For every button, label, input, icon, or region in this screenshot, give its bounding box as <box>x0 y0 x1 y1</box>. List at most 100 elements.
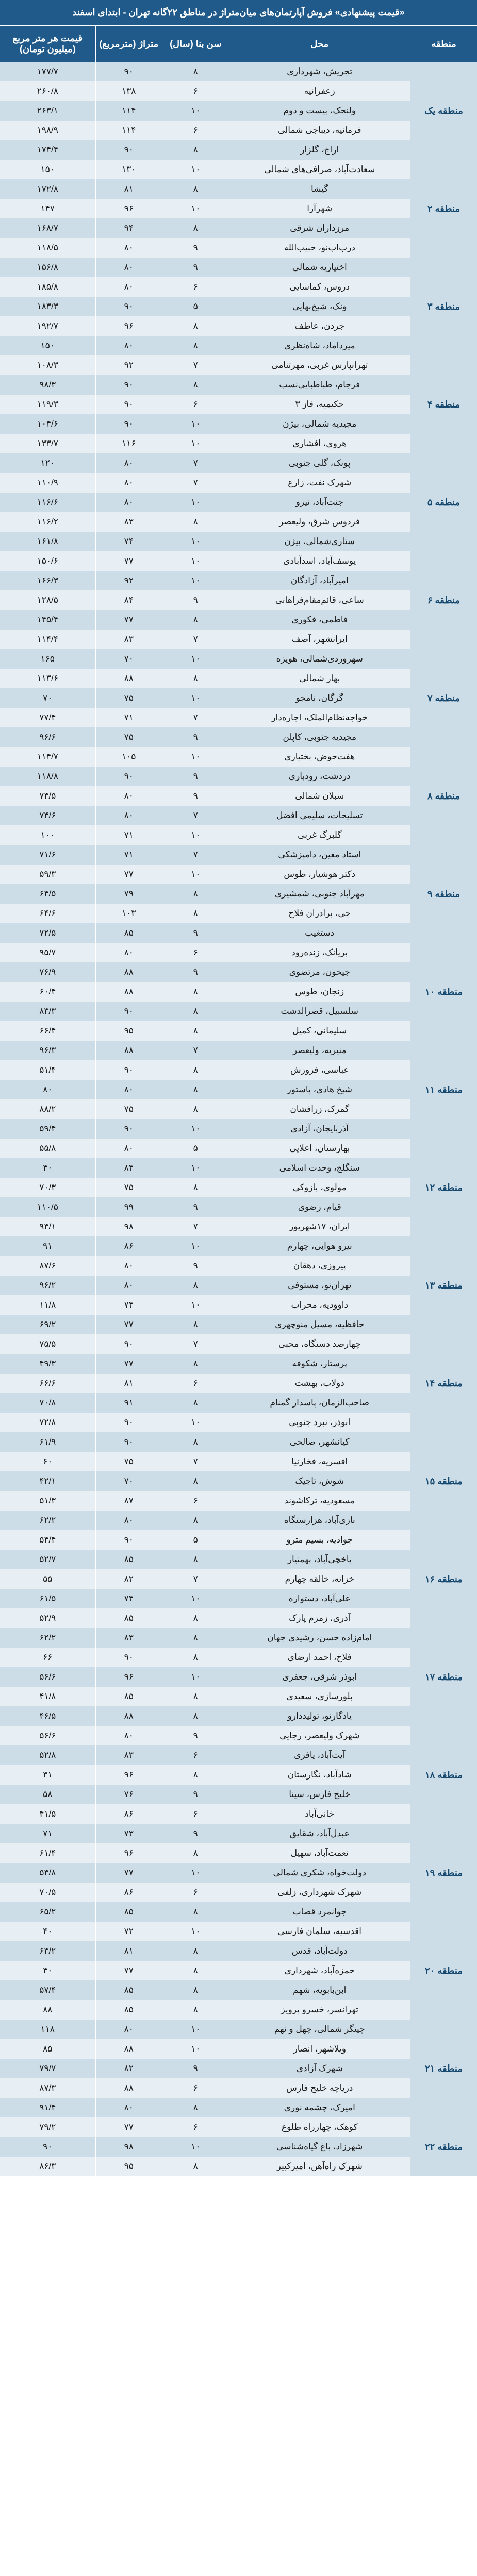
neighborhood-cell: جی، برادران فلاح <box>229 904 410 923</box>
neighborhood-cell: پرستار، شکوفه <box>229 1354 410 1374</box>
age-cell: ۷ <box>162 806 229 825</box>
neighborhood-cell: ونک، شیخ‌بهایی <box>229 297 410 316</box>
price-cell: ۱۳۳/۷ <box>0 434 95 453</box>
age-cell: ۸ <box>162 1002 229 1021</box>
region-cell: منطقه ۱۴ <box>410 1334 477 1432</box>
age-cell: ۸ <box>162 2157 229 2176</box>
price-cell: ۶۶ <box>0 1648 95 1667</box>
table-row: ایران، ۱۷شهریور۷۹۸۹۳/۱ <box>0 1217 477 1236</box>
price-cell: ۱۷۷/۷ <box>0 62 95 81</box>
region-cell: منطقه ۱۹ <box>410 1824 477 1922</box>
age-cell: ۸ <box>162 982 229 1002</box>
table-row: درب‌اب‌نو، حبیب‌الله۹۸۰۱۱۸/۵ <box>0 238 477 258</box>
age-cell: ۸ <box>162 1687 229 1706</box>
price-cell: ۱۲۸/۵ <box>0 590 95 610</box>
neighborhood-cell: پیروزی، دهقان <box>229 1256 410 1276</box>
neighborhood-cell: ایران، ۱۷شهریور <box>229 1217 410 1236</box>
price-cell: ۱۹۸/۹ <box>0 121 95 140</box>
col-neighborhood: محل <box>229 26 410 62</box>
age-cell: ۹ <box>162 1824 229 1843</box>
age-cell: ۷ <box>162 708 229 727</box>
neighborhood-cell: گمرک، زرافشان <box>229 1099 410 1119</box>
neighborhood-cell: ابن‌بابویه، شهم <box>229 1980 410 2000</box>
table-row: نازی‌آباد، هزارستگاه۸۸۰۶۲/۲ <box>0 1511 477 1530</box>
neighborhood-cell: علی‌آباد، دستواره <box>229 1589 410 1608</box>
table-row: تسلیحات، سلیمی افضل۷۸۰۷۴/۶ <box>0 806 477 825</box>
price-cell: ۸۸ <box>0 2000 95 2020</box>
neighborhood-cell: مرزداران شرقی <box>229 218 410 238</box>
area-cell: ۸۸ <box>95 982 162 1002</box>
neighborhood-cell: بلورسازی، سعیدی <box>229 1687 410 1706</box>
neighborhood-cell: بریانک، زنده‌رود <box>229 943 410 962</box>
neighborhood-cell: مجیدیه جنوبی، کاپلن <box>229 727 410 747</box>
neighborhood-cell: سلیمانی، کمیل <box>229 1021 410 1041</box>
neighborhood-cell: آیت‌آباد، یافری <box>229 1745 410 1765</box>
price-cell: ۹۱ <box>0 1236 95 1256</box>
neighborhood-cell: آذربایجان، آزادی <box>229 1119 410 1139</box>
area-cell: ۸۰ <box>95 2020 162 2039</box>
neighborhood-cell: استاد معین، دامپزشکی <box>229 845 410 865</box>
age-cell: ۱۰ <box>162 1863 229 1883</box>
price-cell: ۱۵۰ <box>0 160 95 179</box>
area-cell: ۷۶ <box>95 1785 162 1804</box>
region-cell: منطقه ۳ <box>410 258 477 355</box>
price-cell: ۵۶/۶ <box>0 1667 95 1687</box>
age-cell: ۶ <box>162 2078 229 2098</box>
price-cell: ۸۵ <box>0 2039 95 2059</box>
area-cell: ۷۳ <box>95 1824 162 1843</box>
age-cell: ۸ <box>162 1980 229 2000</box>
neighborhood-cell: شهرزاد، باغ گیاه‌شناسی <box>229 2137 410 2157</box>
price-cell: ۷۰/۵ <box>0 1883 95 1902</box>
area-cell: ۸۶ <box>95 1883 162 1902</box>
neighborhood-cell: جوانمرد قصاب <box>229 1902 410 1922</box>
price-cell: ۵۲/۹ <box>0 1608 95 1628</box>
area-cell: ۷۵ <box>95 1099 162 1119</box>
price-cell: ۴۶/۵ <box>0 1706 95 1726</box>
table-row: منطقه ۳اختیاریه شمالی۹۸۰۱۵۶/۸ <box>0 258 477 277</box>
table-row: شوش، تاجیک۸۷۰۴۲/۱ <box>0 1471 477 1491</box>
table-body: منطقه یکتجریش، شهرداری۸۹۰۱۷۷/۷زعفرانیه۶۱… <box>0 62 477 2176</box>
area-cell: ۸۵ <box>95 1980 162 2000</box>
area-cell: ۸۰ <box>95 258 162 277</box>
age-cell: ۱۰ <box>162 1413 229 1432</box>
table-row: شهرک شهرداری، زلفی۶۸۶۷۰/۵ <box>0 1883 477 1902</box>
table-row: خانی‌آباد۶۸۶۴۱/۵ <box>0 1804 477 1824</box>
price-cell: ۳۱ <box>0 1765 95 1785</box>
table-row: حافظیه، مسیل منوچهری۸۷۷۶۹/۲ <box>0 1315 477 1334</box>
age-cell: ۱۰ <box>162 199 229 218</box>
age-cell: ۱۰ <box>162 1922 229 1941</box>
region-cell: منطقه ۱۸ <box>410 1726 477 1824</box>
table-row: جیحون، مرتضوی۹۸۸۷۶/۹ <box>0 962 477 982</box>
neighborhood-cell: خلیج فارس، سینا <box>229 1785 410 1804</box>
price-cell: ۷۶/۹ <box>0 962 95 982</box>
price-cell: ۱۱۳/۶ <box>0 669 95 688</box>
age-cell: ۱۰ <box>162 1158 229 1178</box>
neighborhood-cell: دولت‌آباد، قدس <box>229 1941 410 1961</box>
area-cell: ۹۶ <box>95 1765 162 1785</box>
table-row: گرگان، نامجو۱۰۷۵۷۰ <box>0 688 477 708</box>
age-cell: ۹ <box>162 258 229 277</box>
table-row: شیخ هادی، پاستور۸۸۰۸۰ <box>0 1080 477 1099</box>
neighborhood-cell: یوسف‌آباد، اسدآبادی <box>229 551 410 571</box>
region-cell: منطقه ۱۰ <box>410 943 477 1041</box>
age-cell: ۸ <box>162 1080 229 1099</box>
area-cell: ۸۱ <box>95 1374 162 1393</box>
table-row: گلبرگ غربی۱۰۷۱۱۰۰ <box>0 825 477 845</box>
area-cell: ۹۰ <box>95 1432 162 1452</box>
table-row: فرمانیه، دیباجی شمالی۶۱۱۴۱۹۸/۹ <box>0 121 477 140</box>
age-cell: ۹ <box>162 767 229 786</box>
price-cell: ۱۱۶/۲ <box>0 512 95 532</box>
area-cell: ۸۲ <box>95 1569 162 1589</box>
age-cell: ۱۰ <box>162 493 229 512</box>
area-cell: ۸۰ <box>95 1726 162 1745</box>
age-cell: ۸ <box>162 884 229 904</box>
age-cell: ۱۰ <box>162 1236 229 1256</box>
neighborhood-cell: پونک، گلی جنوبی <box>229 453 410 473</box>
area-cell: ۸۰ <box>95 1511 162 1530</box>
table-row: گیشا۸۸۱۱۷۲/۸ <box>0 179 477 199</box>
age-cell: ۸ <box>162 218 229 238</box>
area-cell: ۱۱۴ <box>95 101 162 121</box>
price-cell: ۷۴/۶ <box>0 806 95 825</box>
table-row: دروس، کماسایی۶۸۰۱۸۵/۸ <box>0 277 477 297</box>
page-title: «قیمت پیشنهادی» فروش آپارتمان‌های میان‌م… <box>0 0 477 26</box>
